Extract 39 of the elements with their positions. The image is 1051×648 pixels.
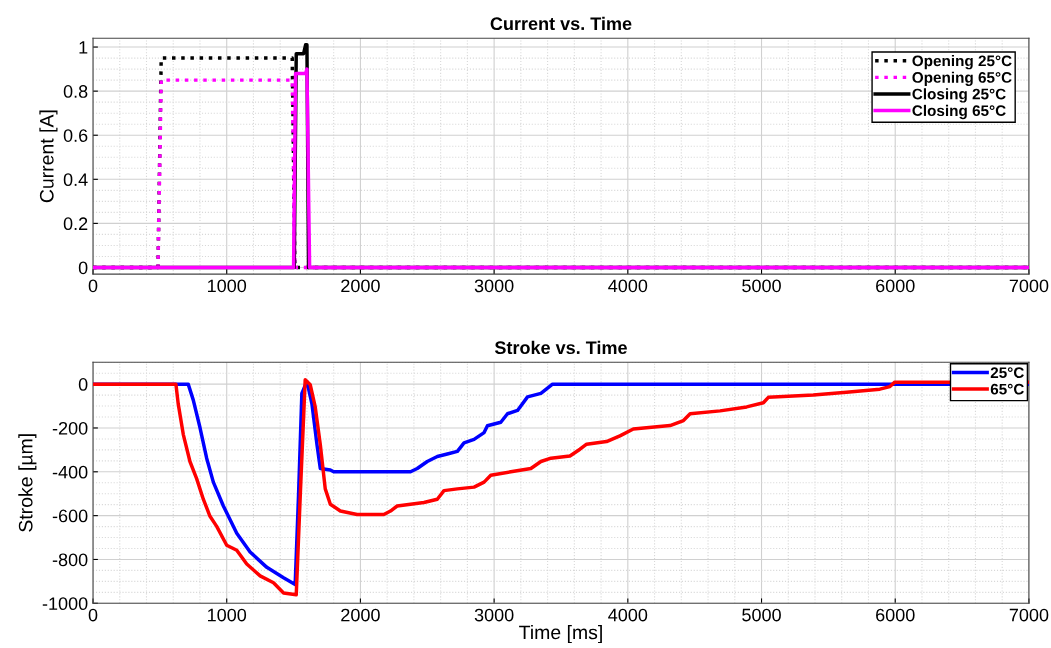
x-tick-label: 7000 <box>1009 279 1049 293</box>
legend-label: 65°C <box>990 383 1024 395</box>
x-tick-label: 1000 <box>208 608 247 622</box>
x-tick-label: 3000 <box>474 279 514 293</box>
chart-title: Stroke vs. Time <box>494 340 627 355</box>
y-tick-label: 0.8 <box>63 85 88 98</box>
x-tick-label: 5000 <box>742 279 781 293</box>
x-axis-title: Time [ms] <box>519 624 602 644</box>
chart-title: Current vs. Time <box>490 16 632 31</box>
x-tick-label: 3000 <box>474 608 514 622</box>
x-tick-label: 5000 <box>742 608 781 622</box>
legend-label: Opening 65°C <box>912 71 1012 86</box>
y-tick-label: 0.6 <box>63 129 88 142</box>
y-tick-label: -200 <box>52 421 88 435</box>
y-axis-title: Stroke [µm] <box>18 434 37 532</box>
legend-label: Closing 65°C <box>912 104 1006 120</box>
legend-label: 25°C <box>990 367 1024 379</box>
y-tick-label: 0 <box>78 261 88 275</box>
y-tick-label: 0.4 <box>63 173 88 187</box>
x-tick-label: 1000 <box>208 279 247 293</box>
x-tick-label: 7000 <box>1009 608 1049 622</box>
y-tick-label: -600 <box>52 509 88 523</box>
y-tick-label: 0.2 <box>63 217 88 231</box>
x-tick-label: 0 <box>88 279 98 293</box>
legend-label: Opening 25°C <box>912 55 1012 70</box>
x-tick-label: 2000 <box>341 279 380 293</box>
x-tick-label: 0 <box>88 608 98 622</box>
y-tick-label: 1 <box>79 41 88 54</box>
x-tick-label: 4000 <box>608 608 648 622</box>
y-tick-label: 0 <box>78 378 88 391</box>
legend-label: Closing 25°C <box>912 88 1006 103</box>
y-tick-label: -1000 <box>42 597 88 611</box>
y-tick-label: -400 <box>52 465 88 479</box>
y-tick-label: -800 <box>52 553 88 567</box>
x-tick-label: 6000 <box>876 279 915 293</box>
x-tick-label: 2000 <box>341 608 380 622</box>
x-tick-label: 6000 <box>876 608 915 622</box>
x-tick-label: 4000 <box>608 279 648 293</box>
y-axis-title: Current [A] <box>39 110 58 203</box>
